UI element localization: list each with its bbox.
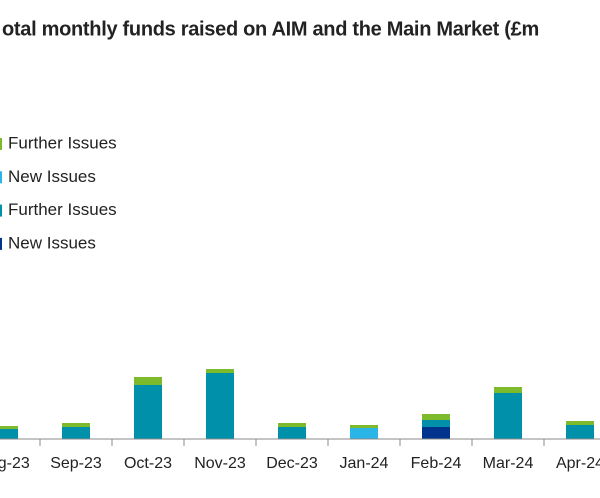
bar-segment	[0, 429, 18, 439]
x-tick-label: Jan-24	[340, 455, 389, 472]
x-tick-label: Dec-23	[266, 455, 318, 472]
bar-segment	[566, 425, 594, 439]
x-tick-label: Mar-24	[483, 455, 534, 472]
bar-segment	[566, 421, 594, 425]
x-tick-label: Sep-23	[50, 455, 102, 472]
x-tick-label: Oct-23	[124, 455, 172, 472]
bar-segment	[422, 427, 450, 439]
legend-label: New Issues	[8, 233, 96, 252]
bar-segment	[278, 427, 306, 439]
bar-segment	[350, 428, 378, 439]
legend-swatch	[0, 138, 2, 150]
x-tick-label: Nov-23	[194, 455, 246, 472]
bar-segment	[278, 423, 306, 427]
bar-segment	[350, 425, 378, 428]
legend-label: Further Issues	[8, 133, 117, 152]
x-tick-label: Apr-24	[556, 455, 600, 472]
legend-label: New Issues	[8, 167, 96, 186]
bar-segment	[62, 423, 90, 427]
bar-segment	[0, 426, 18, 429]
legend-swatch	[0, 171, 2, 184]
x-tick-label: Feb-24	[411, 455, 462, 472]
bar-segment	[422, 420, 450, 427]
bar-segment	[494, 387, 522, 393]
bar-segment	[134, 385, 162, 439]
chart-title: otal monthly funds raised on AIM and the…	[2, 18, 539, 40]
legend-label: Further Issues	[8, 200, 117, 219]
bar-segment	[206, 369, 234, 373]
legend-swatch	[0, 237, 2, 250]
bar-segment	[206, 373, 234, 439]
bar-segment	[422, 414, 450, 420]
bar-segment	[62, 427, 90, 439]
bar-segment	[494, 393, 522, 439]
bar-segment	[134, 377, 162, 385]
x-tick-label: Aug-23	[0, 455, 30, 472]
legend-swatch	[0, 204, 2, 217]
